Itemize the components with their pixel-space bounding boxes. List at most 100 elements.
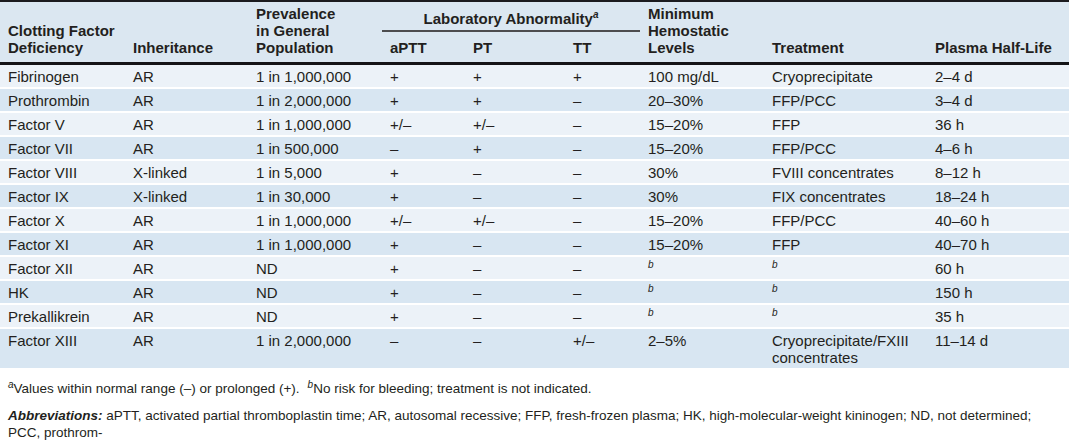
cell-deficiency: Factor XI	[0, 232, 125, 256]
cell-half-life: 40–70 h	[927, 232, 1069, 256]
cell-min-hemostatic: 2–5%	[640, 328, 764, 369]
laboratory-abnormality-label: Laboratory Abnormality	[423, 10, 592, 27]
cell-deficiency: Fibrinogen	[0, 64, 125, 89]
cell-prevalence: 1 in 1,000,000	[248, 112, 382, 136]
table-row: Factor VIIAR1 in 500,000–+–15–20%FFP/PCC…	[0, 136, 1069, 160]
cell-min-hemostatic: b	[640, 304, 764, 328]
cell-inheritance: AR	[125, 88, 248, 112]
cell-pt: +/–	[465, 208, 565, 232]
cell-half-life: 60 h	[927, 256, 1069, 280]
abbreviations-label: Abbreviations:	[8, 408, 103, 423]
cell-inheritance: AR	[125, 112, 248, 136]
col-header-min-hemostatic: Minimum Hemostatic Levels	[640, 1, 764, 64]
col-header-pt: PT	[465, 31, 565, 64]
table-body: FibrinogenAR1 in 1,000,000+++100 mg/dLCr…	[0, 64, 1069, 370]
cell-tt: –	[565, 304, 640, 328]
cell-min-hemostatic: 15–20%	[640, 208, 764, 232]
abbreviations-line1: aPTT, activated partial thromboplastin t…	[8, 408, 1031, 440]
cell-inheritance: AR	[125, 304, 248, 328]
col-header-aptt: aPTT	[382, 31, 465, 64]
cell-inheritance: X-linked	[125, 160, 248, 184]
table-row: PrekallikreinARND+––bb35 h	[0, 304, 1069, 328]
table-row: Factor VIIIX-linked1 in 5,000+––30%FVIII…	[0, 160, 1069, 184]
footnote-abbreviations: Abbreviations: aPTT, activated partial t…	[8, 407, 1061, 445]
cell-half-life: 11–14 d	[927, 328, 1069, 369]
cell-min-hemostatic: 30%	[640, 184, 764, 208]
footnotes: aValues within normal range (–) or prolo…	[0, 370, 1069, 445]
cell-aptt: –	[382, 136, 465, 160]
cell-min-hemostatic: b	[640, 256, 764, 280]
cell-inheritance: X-linked	[125, 184, 248, 208]
cell-tt: –	[565, 280, 640, 304]
cell-aptt: +	[382, 280, 465, 304]
cell-inheritance: AR	[125, 328, 248, 369]
cell-inheritance: AR	[125, 256, 248, 280]
col-header-inheritance: Inheritance	[125, 1, 248, 64]
col-header-deficiency: Clotting Factor Deficiency	[0, 1, 125, 64]
cell-inheritance: AR	[125, 208, 248, 232]
cell-min-hemostatic: 15–20%	[640, 136, 764, 160]
cell-tt: –	[565, 232, 640, 256]
clotting-factor-table: Clotting Factor Deficiency Inheritance P…	[0, 0, 1069, 370]
footnote-values: aValues within normal range (–) or prolo…	[8, 380, 1061, 397]
cell-aptt: +	[382, 256, 465, 280]
col-header-half-life: Plasma Half-Life	[927, 1, 1069, 64]
cell-half-life: 3–4 d	[927, 88, 1069, 112]
cell-tt: –	[565, 160, 640, 184]
cell-inheritance: AR	[125, 280, 248, 304]
textbook-table-page: Clotting Factor Deficiency Inheritance P…	[0, 0, 1069, 445]
cell-tt: +/–	[565, 328, 640, 369]
table-row: Factor XIAR1 in 1,000,000+––15–20%FFP40–…	[0, 232, 1069, 256]
cell-half-life: 40–60 h	[927, 208, 1069, 232]
cell-aptt: +/–	[382, 112, 465, 136]
cell-treatment: Cryoprecipitate	[764, 64, 927, 89]
footnote-b-reference: b	[648, 307, 654, 318]
cell-prevalence: 1 in 30,000	[248, 184, 382, 208]
cell-pt: –	[465, 280, 565, 304]
cell-prevalence: 1 in 1,000,000	[248, 208, 382, 232]
cell-aptt: +	[382, 184, 465, 208]
cell-aptt: +	[382, 64, 465, 89]
cell-deficiency: Factor XII	[0, 256, 125, 280]
cell-tt: –	[565, 256, 640, 280]
cell-aptt: +	[382, 88, 465, 112]
cell-treatment: b	[764, 256, 927, 280]
cell-pt: +	[465, 64, 565, 89]
cell-inheritance: AR	[125, 64, 248, 89]
cell-pt: –	[465, 232, 565, 256]
cell-min-hemostatic: 30%	[640, 160, 764, 184]
cell-tt: –	[565, 88, 640, 112]
cell-tt: –	[565, 184, 640, 208]
cell-deficiency: HK	[0, 280, 125, 304]
footnote-a-text: Values within normal range (–) or prolon…	[14, 381, 300, 396]
cell-tt: –	[565, 112, 640, 136]
col-group-laboratory-abnormality: Laboratory Abnormalitya	[382, 1, 640, 31]
cell-pt: +/–	[465, 112, 565, 136]
cell-aptt: +	[382, 160, 465, 184]
cell-half-life: 36 h	[927, 112, 1069, 136]
footnote-b-reference: b	[772, 259, 778, 270]
cell-min-hemostatic: 15–20%	[640, 232, 764, 256]
cell-prevalence: 1 in 1,000,000	[248, 64, 382, 89]
cell-min-hemostatic: 20–30%	[640, 88, 764, 112]
cell-aptt: +	[382, 304, 465, 328]
table-row: Factor IXX-linked1 in 30,000+––30%FIX co…	[0, 184, 1069, 208]
cell-tt: –	[565, 136, 640, 160]
cell-deficiency: Factor VII	[0, 136, 125, 160]
footnote-b-text: No risk for bleeding; treatment is not i…	[313, 381, 591, 396]
cell-inheritance: AR	[125, 232, 248, 256]
table-row: Factor XIIARND+––bb60 h	[0, 256, 1069, 280]
cell-half-life: 8–12 h	[927, 160, 1069, 184]
cell-prevalence: 1 in 2,000,000	[248, 328, 382, 369]
header-row-main: Clotting Factor Deficiency Inheritance P…	[0, 1, 1069, 31]
col-header-treatment: Treatment	[764, 1, 927, 64]
cell-treatment: Cryoprecipitate/FXIII concentrates	[764, 328, 927, 369]
cell-deficiency: Factor X	[0, 208, 125, 232]
cell-aptt: +	[382, 232, 465, 256]
cell-half-life: 35 h	[927, 304, 1069, 328]
cell-treatment: FFP/PCC	[764, 88, 927, 112]
cell-pt: –	[465, 184, 565, 208]
col-header-tt: TT	[565, 31, 640, 64]
cell-prevalence: ND	[248, 304, 382, 328]
cell-aptt: +/–	[382, 208, 465, 232]
